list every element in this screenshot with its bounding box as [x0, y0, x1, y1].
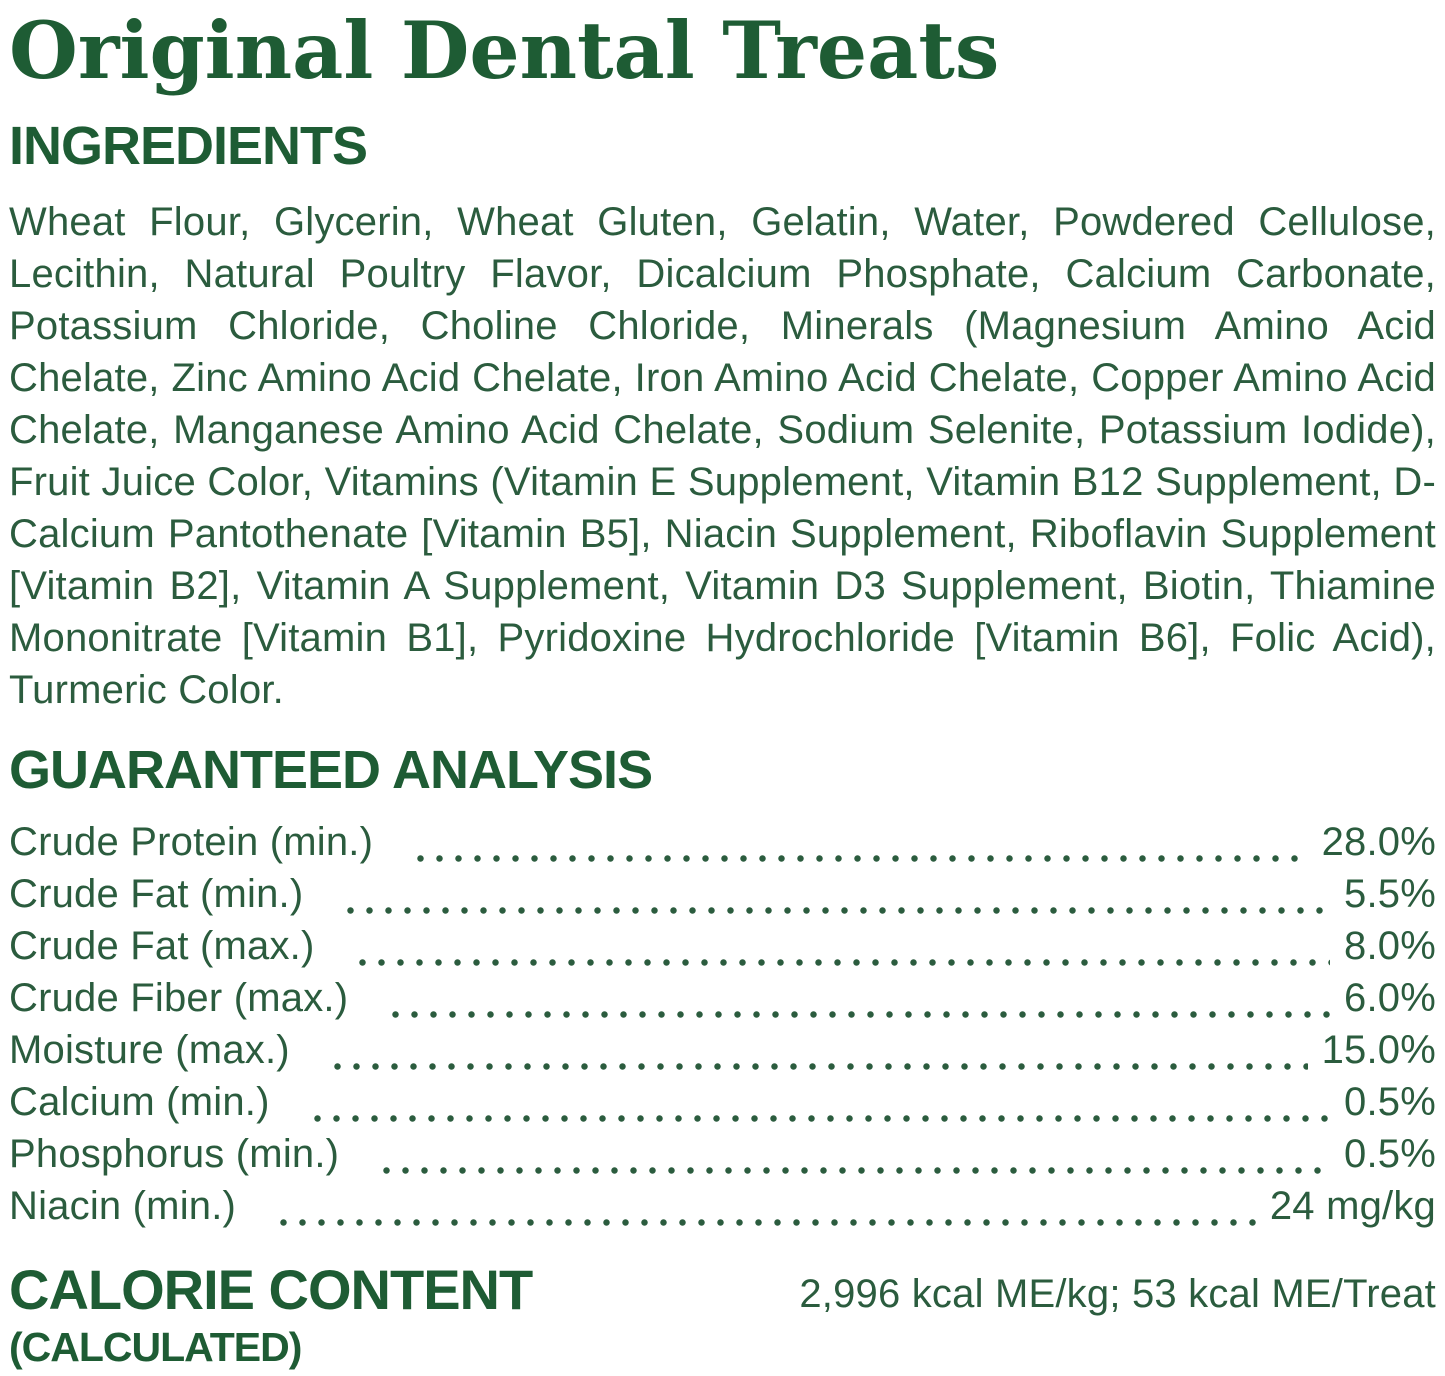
analysis-row: Niacin (min.) 24 mg/kg — [9, 1184, 1436, 1236]
analysis-label: Moisture (max.) — [9, 1028, 290, 1072]
analysis-label: Niacin (min.) — [9, 1184, 237, 1228]
analysis-row: Crude Fat (max.) 8.0% — [9, 924, 1436, 976]
analysis-label: Crude Protein (min.) — [9, 820, 374, 864]
guaranteed-analysis-heading: GUARANTEED ANALYSIS — [9, 740, 653, 800]
ingredients-text: Wheat Flour, Glycerin, Wheat Gluten, Gel… — [9, 200, 1436, 712]
analysis-value: 0.5% — [1344, 1080, 1436, 1124]
calorie-content-section: CALORIE CONTENT (CALCULATED) 2,996 kcal … — [9, 1258, 1436, 1371]
analysis-label: Crude Fiber (max.) — [9, 976, 349, 1020]
guaranteed-analysis-table: Crude Protein (min.) 28.0% Crude Fat (min.… — [9, 820, 1436, 1236]
dotted-leader — [274, 1218, 1256, 1227]
calorie-content-value: 2,996 kcal ME/kg; 53 kcal ME/Treat — [799, 1272, 1436, 1316]
dotted-leader — [411, 854, 1308, 863]
dotted-leader — [377, 1166, 1331, 1175]
dotted-leader — [307, 1114, 1331, 1123]
analysis-value: 24 mg/kg — [1269, 1184, 1436, 1228]
analysis-row: Crude Protein (min.) 28.0% — [9, 820, 1436, 872]
calorie-content-subheading: (CALCULATED) — [9, 1324, 302, 1370]
analysis-label: Crude Fat (min.) — [9, 872, 304, 916]
analysis-row: Crude Fiber (max.) 6.0% — [9, 976, 1436, 1028]
analysis-label: Calcium (min.) — [9, 1080, 270, 1124]
dotted-leader — [341, 906, 1331, 915]
calorie-content-heading: CALORIE CONTENT — [9, 1258, 533, 1321]
analysis-row: Crude Fat (min.) 5.5% — [9, 872, 1436, 924]
analysis-value: 6.0% — [1344, 976, 1436, 1020]
analysis-row: Phosphorus (min.) 0.5% — [9, 1132, 1436, 1184]
analysis-value: 5.5% — [1344, 872, 1436, 916]
analysis-label: Crude Fat (max.) — [9, 924, 315, 968]
dotted-leader — [352, 958, 1331, 967]
analysis-value: 28.0% — [1321, 820, 1436, 864]
analysis-label: Phosphorus (min.) — [9, 1132, 340, 1176]
analysis-value: 8.0% — [1344, 924, 1436, 968]
analysis-row: Calcium (min.) 0.5% — [9, 1080, 1436, 1132]
analysis-row: Moisture (max.) 15.0% — [9, 1028, 1436, 1080]
calorie-content-headings: CALORIE CONTENT (CALCULATED) — [9, 1258, 761, 1371]
analysis-value: 15.0% — [1321, 1028, 1436, 1072]
dotted-leader — [327, 1062, 1308, 1071]
ingredients-heading: INGREDIENTS — [9, 116, 368, 176]
analysis-value: 0.5% — [1344, 1132, 1436, 1176]
dotted-leader — [386, 1010, 1331, 1019]
product-title: Original Dental Treats — [9, 4, 1000, 97]
